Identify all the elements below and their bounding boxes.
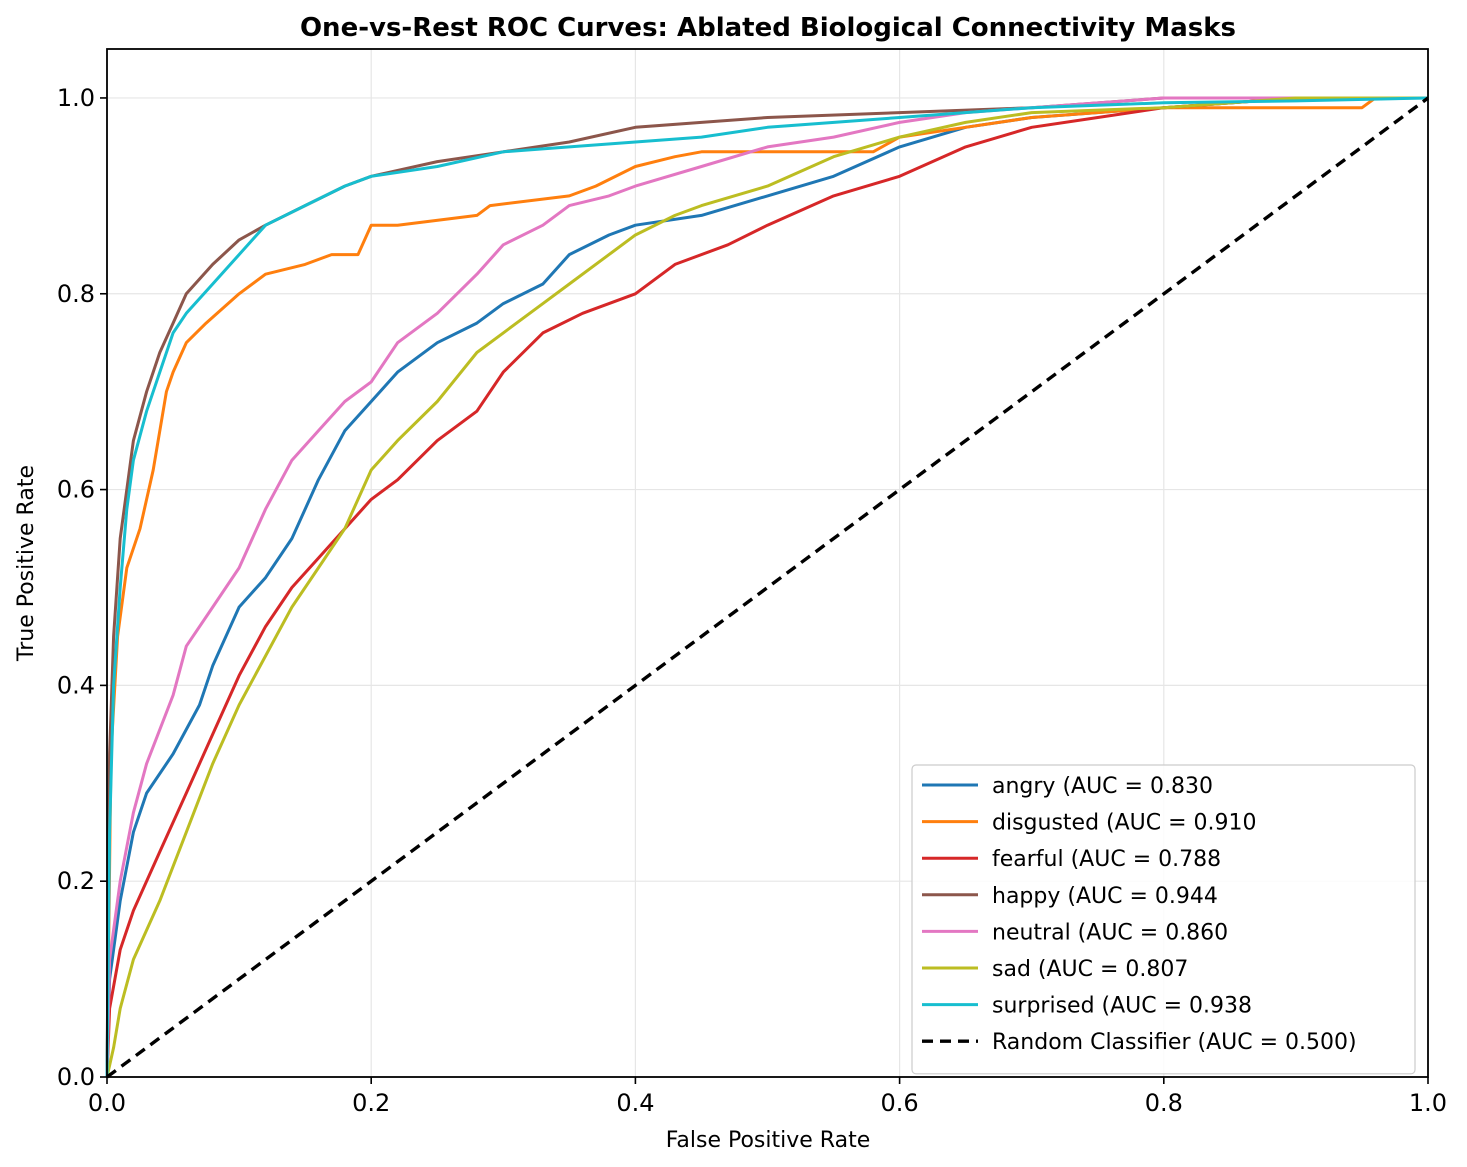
x-axis-label: False Positive Rate: [666, 1128, 870, 1153]
series-layer: [105, 96, 1430, 1079]
x-tick-label: 0.6: [881, 1089, 919, 1117]
series-line-1: [105, 96, 1428, 1078]
series-line-2: [105, 96, 1428, 1078]
x-tick-label: 0.2: [352, 1089, 390, 1117]
legend-label: angry (AUC = 0.830: [992, 774, 1213, 799]
legend-label: fearful (AUC = 0.788: [992, 847, 1221, 872]
y-tick-label: 0.4: [57, 671, 95, 699]
y-tick-label: 1.0: [57, 84, 95, 112]
axis-ticks: 0.0 0.2 0.4 0.6 0.8 1.0 0.0 0.2 0.4 0.6 0.8 1.0: [57, 84, 1447, 1117]
series-line-5: [105, 96, 1428, 1078]
series-line-7: [105, 96, 1430, 1079]
y-tick-label: 0.6: [57, 476, 95, 504]
legend: angry (AUC = 0.830 disgusted (AUC = 0.910…: [911, 764, 1416, 1075]
chart-title: One-vs-Rest ROC Curves: Ablated Biologic…: [300, 13, 1236, 43]
plot-frame: [106, 48, 1429, 1078]
x-tick-label: 1.0: [1409, 1089, 1447, 1117]
y-axis-label: True Positive Rate: [14, 465, 39, 662]
y-tick-label: 0.0: [57, 1063, 95, 1091]
legend-label: Random Classifier (AUC = 0.500): [992, 1030, 1357, 1055]
legend-label: happy (AUC = 0.944: [992, 884, 1218, 909]
x-tick-label: 0.8: [1145, 1089, 1183, 1117]
legend-label: neutral (AUC = 0.860: [992, 920, 1228, 945]
series-line-4: [105, 96, 1428, 1078]
series-line-0: [105, 96, 1428, 1078]
y-tick-label: 0.2: [57, 867, 95, 895]
legend-label: sad (AUC = 0.807: [992, 957, 1188, 982]
legend-label: surprised (AUC = 0.938: [992, 994, 1252, 1019]
x-tick-label: 0.0: [88, 1089, 126, 1117]
y-tick-label: 0.8: [57, 280, 95, 308]
legend-box: [911, 764, 1416, 1075]
x-tick-label: 0.4: [616, 1089, 654, 1117]
legend-label: disgusted (AUC = 0.910: [992, 811, 1257, 836]
series-line-6: [105, 96, 1429, 1078]
